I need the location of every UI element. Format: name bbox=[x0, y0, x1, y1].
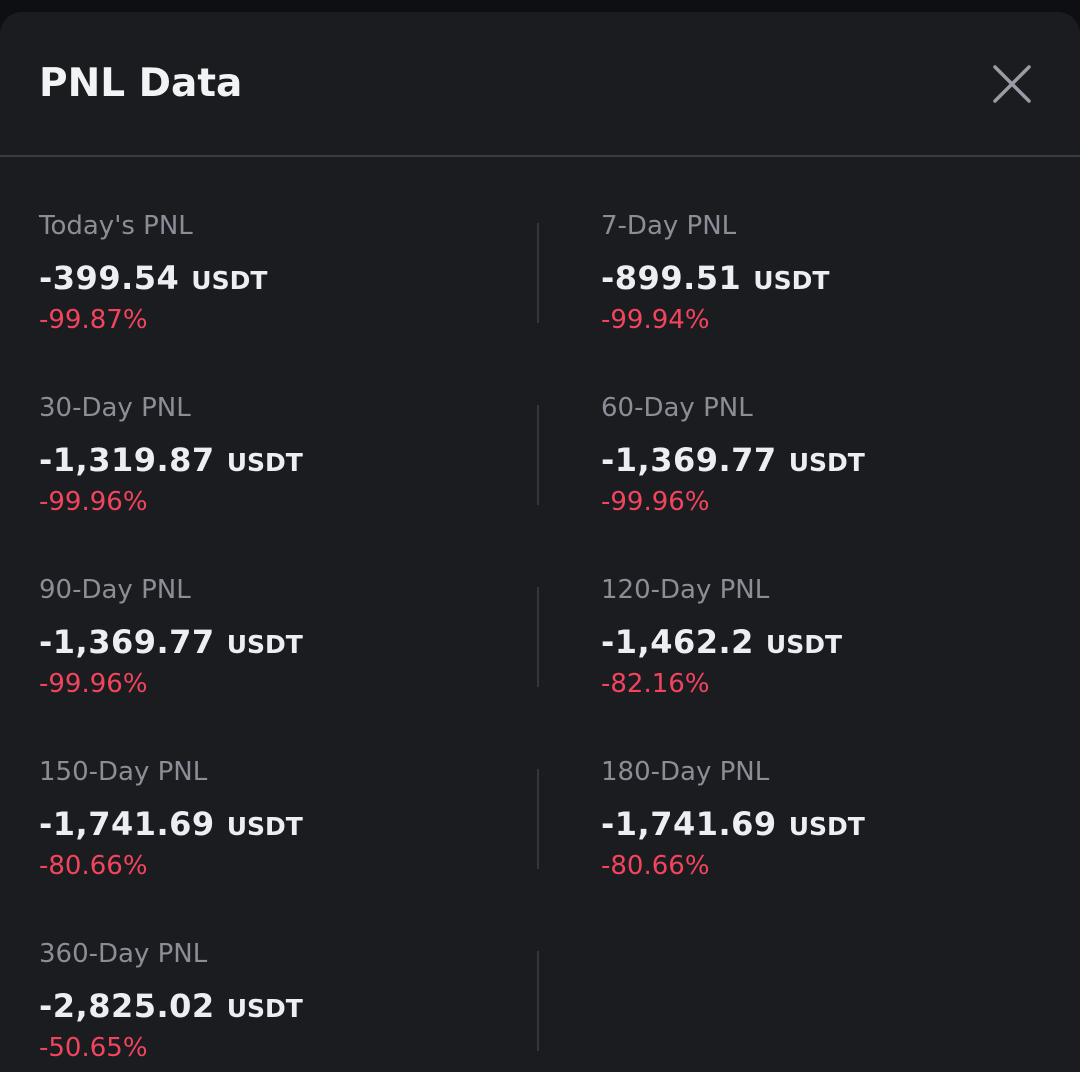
pnl-label: 30-Day PNL bbox=[39, 393, 191, 423]
pnl-amount: -1,369.77 bbox=[601, 441, 777, 479]
pnl-label: 360-Day PNL bbox=[39, 939, 208, 969]
pnl-percent: -80.66% bbox=[39, 851, 148, 881]
pnl-cell-120d: 120-Day PNL -1,462.2 USDT -82.16% bbox=[601, 574, 1061, 699]
pnl-value: -2,825.02 USDT bbox=[39, 986, 303, 1032]
close-button[interactable] bbox=[988, 60, 1036, 108]
pnl-cell-7d: 7-Day PNL -899.51 USDT -99.94% bbox=[601, 210, 1061, 335]
pnl-cell-90d: 90-Day PNL -1,369.77 USDT -99.96% bbox=[39, 574, 499, 699]
pnl-label: 90-Day PNL bbox=[39, 575, 191, 605]
pnl-unit: USDT bbox=[226, 448, 303, 477]
page-title: PNL Data bbox=[39, 61, 243, 106]
pnl-value: -399.54 USDT bbox=[39, 258, 267, 304]
column-divider bbox=[537, 769, 539, 869]
pnl-cell-150d: 150-Day PNL -1,741.69 USDT -80.66% bbox=[39, 756, 499, 881]
pnl-unit: USDT bbox=[226, 812, 303, 841]
pnl-cell-60d: 60-Day PNL -1,369.77 USDT -99.96% bbox=[601, 392, 1061, 517]
column-divider bbox=[537, 587, 539, 687]
column-divider bbox=[537, 951, 539, 1051]
pnl-value: -1,369.77 USDT bbox=[601, 440, 865, 486]
pnl-cell-360d: 360-Day PNL -2,825.02 USDT -50.65% bbox=[39, 938, 499, 1063]
pnl-value: -899.51 USDT bbox=[601, 258, 829, 304]
pnl-amount: -1,462.2 bbox=[601, 623, 754, 661]
pnl-unit: USDT bbox=[788, 812, 865, 841]
pnl-percent: -99.96% bbox=[39, 487, 148, 517]
pnl-percent: -99.87% bbox=[39, 305, 148, 335]
pnl-cell-30d: 30-Day PNL -1,319.87 USDT -99.96% bbox=[39, 392, 499, 517]
pnl-amount: -1,741.69 bbox=[601, 805, 777, 843]
pnl-percent: -99.94% bbox=[601, 305, 710, 335]
pnl-value: -1,462.2 USDT bbox=[601, 622, 842, 668]
pnl-value: -1,741.69 USDT bbox=[601, 804, 865, 850]
pnl-percent: -99.96% bbox=[601, 487, 710, 517]
pnl-amount: -2,825.02 bbox=[39, 987, 215, 1025]
pnl-unit: USDT bbox=[191, 266, 268, 295]
pnl-value: -1,319.87 USDT bbox=[39, 440, 303, 486]
pnl-amount: -899.51 bbox=[601, 259, 742, 297]
pnl-amount: -1,741.69 bbox=[39, 805, 215, 843]
pnl-data-sheet: PNL Data Today's PNL -399.54 USDT -99.87%… bbox=[0, 12, 1080, 1072]
pnl-amount: -399.54 bbox=[39, 259, 180, 297]
pnl-percent: -99.96% bbox=[39, 669, 148, 699]
pnl-amount: -1,369.77 bbox=[39, 623, 215, 661]
sheet-header: PNL Data bbox=[0, 12, 1080, 157]
pnl-unit: USDT bbox=[226, 630, 303, 659]
pnl-percent: -80.66% bbox=[601, 851, 710, 881]
close-icon bbox=[993, 65, 1031, 103]
pnl-cell-180d: 180-Day PNL -1,741.69 USDT -80.66% bbox=[601, 756, 1061, 881]
pnl-value: -1,741.69 USDT bbox=[39, 804, 303, 850]
pnl-value: -1,369.77 USDT bbox=[39, 622, 303, 668]
pnl-percent: -82.16% bbox=[601, 669, 710, 699]
column-divider bbox=[537, 405, 539, 505]
pnl-label: 120-Day PNL bbox=[601, 575, 770, 605]
pnl-unit: USDT bbox=[753, 266, 830, 295]
pnl-label: 180-Day PNL bbox=[601, 757, 770, 787]
pnl-unit: USDT bbox=[765, 630, 843, 659]
column-divider bbox=[537, 223, 539, 323]
pnl-label: Today's PNL bbox=[39, 211, 193, 241]
pnl-percent: -50.65% bbox=[39, 1033, 148, 1063]
pnl-unit: USDT bbox=[788, 448, 865, 477]
pnl-unit: USDT bbox=[226, 994, 303, 1023]
pnl-label: 60-Day PNL bbox=[601, 393, 753, 423]
pnl-cell-today: Today's PNL -399.54 USDT -99.87% bbox=[39, 210, 499, 335]
pnl-label: 150-Day PNL bbox=[39, 757, 208, 787]
pnl-amount: -1,319.87 bbox=[39, 441, 215, 479]
pnl-label: 7-Day PNL bbox=[601, 211, 737, 241]
